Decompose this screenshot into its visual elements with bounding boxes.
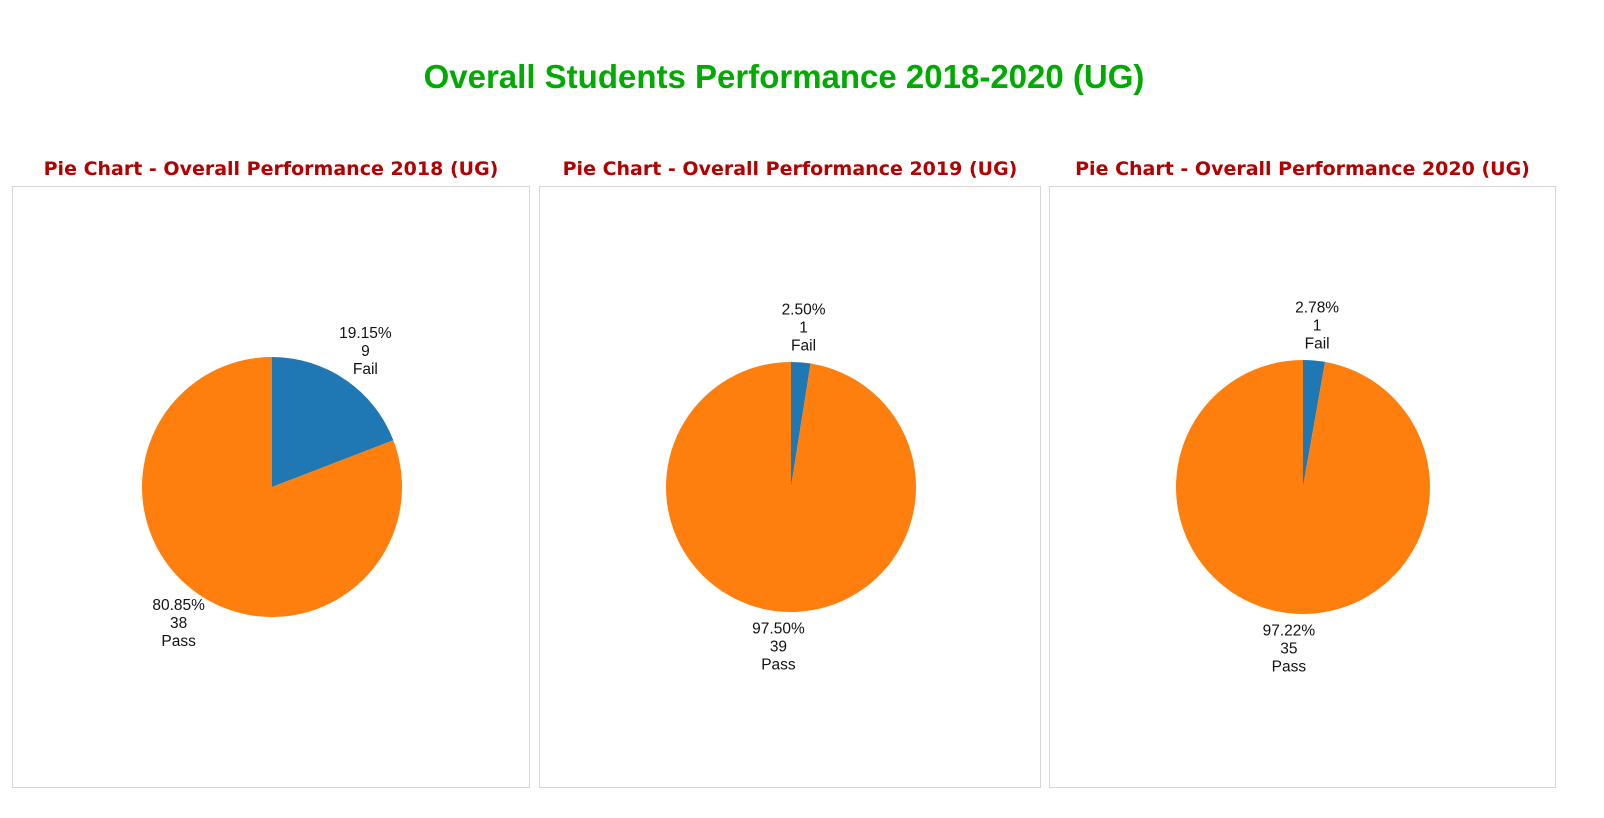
chart-title-2019: Pie Chart - Overall Performance 2019 (UG… (562, 158, 1018, 180)
pie-svg: 2.50% 1 Fail 97.50% 39 Pass (666, 301, 917, 674)
pie-slice-pass[interactable] (142, 357, 403, 617)
pie-svg: 19.15% 9 Fail 80.85% 38 Pass (142, 325, 403, 650)
chart-title-2018: Pie Chart - Overall Performance 2018 (UG… (43, 158, 499, 180)
percent-label: 19.15% (339, 325, 392, 342)
count-label: 1 (799, 319, 808, 336)
category-label: Fail (1305, 336, 1330, 353)
category-label: Pass (161, 633, 196, 650)
percent-label: 80.85% (152, 597, 205, 614)
pie-slice-pass[interactable] (666, 362, 917, 612)
slice-label-fail: 2.78% 1 Fail (1295, 300, 1339, 353)
pie-slice-fail[interactable] (1303, 360, 1326, 487)
slice-label-pass: 97.22% 35 Pass (1263, 622, 1316, 675)
category-label: Fail (353, 361, 378, 378)
slice-label-pass: 97.50% 39 Pass (752, 621, 805, 674)
page-title: Overall Students Performance 2018-2020 (… (423, 58, 1145, 95)
pie-slice-fail[interactable] (272, 357, 394, 487)
category-label: Fail (791, 337, 816, 354)
percent-label: 2.50% (782, 301, 826, 318)
category-label: Pass (761, 657, 796, 674)
slice-label-fail: 2.50% 1 Fail (782, 301, 826, 354)
count-label: 35 (1280, 640, 1297, 657)
slice-label-fail: 19.15% 9 Fail (339, 325, 392, 378)
count-label: 9 (361, 343, 370, 360)
pie-svg: 2.78% 1 Fail 97.22% 35 Pass (1176, 300, 1430, 675)
slice-label-pass: 80.85% 38 Pass (152, 597, 205, 650)
count-label: 39 (770, 639, 787, 656)
pie-chart-2018: 19.15% 9 Fail 80.85% 38 Pass (12, 186, 530, 788)
percent-label: 2.78% (1295, 300, 1339, 317)
count-label: 1 (1313, 318, 1322, 335)
percent-label: 97.22% (1263, 622, 1316, 639)
chart-title-2020: Pie Chart - Overall Performance 2020 (UG… (1075, 158, 1530, 180)
percent-label: 97.50% (752, 621, 805, 638)
pie-chart-2019: 2.50% 1 Fail 97.50% 39 Pass (539, 186, 1041, 788)
count-label: 38 (170, 615, 187, 632)
pie-chart-2020: 2.78% 1 Fail 97.22% 35 Pass (1049, 186, 1556, 788)
category-label: Pass (1272, 658, 1307, 675)
pie-slice-pass[interactable] (1176, 360, 1430, 614)
pie-slice-fail[interactable] (791, 362, 811, 487)
